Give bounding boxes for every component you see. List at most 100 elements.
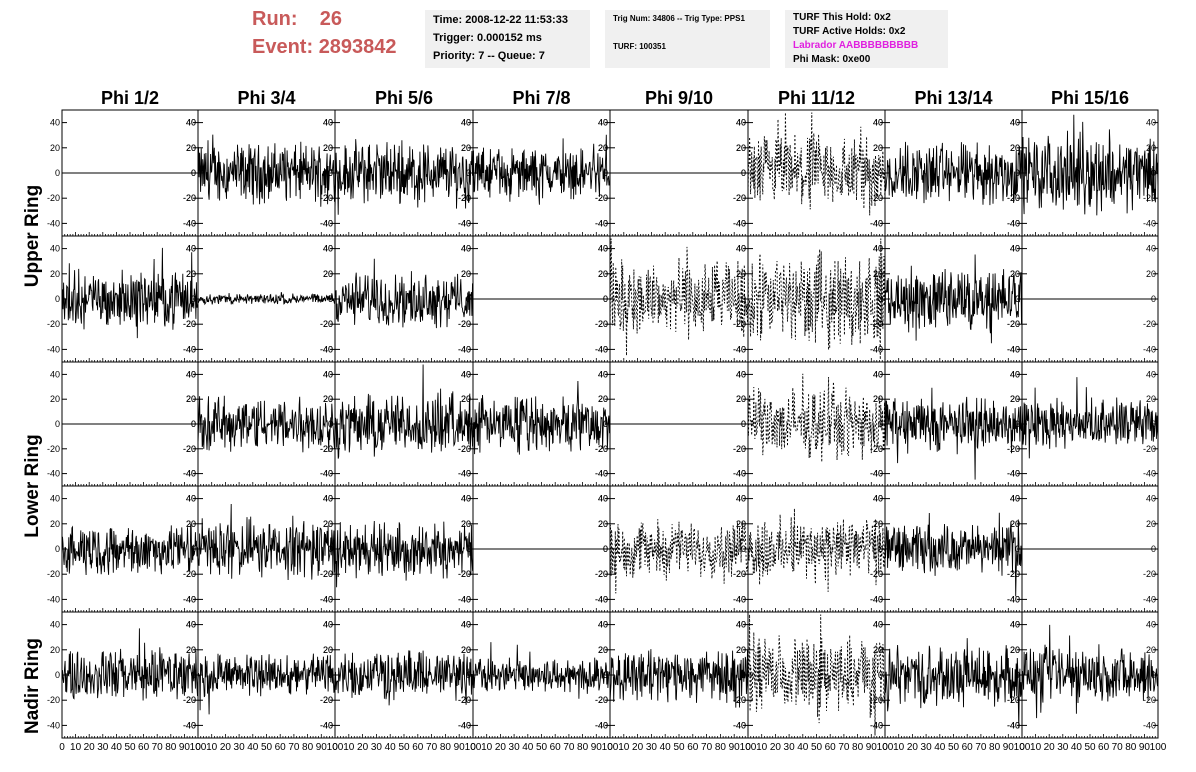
y-tick-label: -20 (870, 319, 883, 329)
y-tick-label: 20 (598, 645, 608, 655)
y-tick-label: -20 (320, 569, 333, 579)
y-tick-label: -40 (1007, 720, 1020, 730)
y-tick-label: 40 (1010, 369, 1020, 379)
y-tick-label: -20 (733, 193, 746, 203)
y-tick-label: -20 (1007, 193, 1020, 203)
x-tick-label: 10 (206, 742, 218, 753)
y-tick-label: 20 (1146, 143, 1156, 153)
x-tick-label: 100 (877, 742, 894, 753)
y-tick-label: -20 (733, 193, 746, 203)
waveform-trace (334, 364, 474, 459)
y-tick-label: -20 (183, 319, 196, 329)
y-tick-label: -40 (1007, 469, 1020, 479)
y-tick-label: 20 (598, 269, 608, 279)
y-tick-label: -20 (1143, 444, 1156, 454)
y-tick-label: 0 (741, 670, 746, 680)
y-tick-label: 20 (461, 394, 471, 404)
x-tick-label: 60 (1098, 742, 1110, 753)
y-tick-label: -40 (595, 594, 608, 604)
y-tick-label: 40 (186, 620, 196, 630)
y-tick-label: -20 (458, 319, 471, 329)
x-tick-label: 10 (756, 742, 768, 753)
y-tick-label: 20 (461, 519, 471, 529)
y-tick-label: -40 (320, 594, 333, 604)
y-tick-label: -40 (47, 218, 60, 228)
y-tick-label: 40 (1146, 620, 1156, 630)
row-label: Lower Ring (22, 434, 43, 537)
y-tick-label: 40 (598, 369, 608, 379)
waveform-trace (61, 523, 199, 576)
waveform-trace (197, 653, 336, 715)
x-tick-label: 30 (921, 742, 933, 753)
y-tick-label: 0 (328, 168, 333, 178)
y-tick-label: 40 (1010, 494, 1020, 504)
y-tick-label: -20 (458, 695, 471, 705)
y-tick-label: -20 (870, 193, 883, 203)
x-tick-label: 90 (454, 742, 466, 753)
y-tick-label: 40 (323, 118, 333, 128)
y-tick-label: 40 (461, 118, 471, 128)
y-tick-label: 0 (466, 419, 471, 429)
y-tick-label: -20 (1007, 695, 1020, 705)
event-value: 2893842 (318, 36, 397, 58)
y-tick-label: 20 (873, 394, 883, 404)
x-tick-label: 30 (97, 742, 109, 753)
y-tick-label: 40 (1010, 620, 1020, 630)
y-tick-label: 40 (736, 620, 746, 630)
y-tick-label: -20 (47, 569, 60, 579)
waveform-trace (1021, 377, 1159, 459)
y-tick-label: 0 (55, 419, 60, 429)
y-tick-label: 40 (1146, 369, 1156, 379)
y-tick-label: 40 (186, 494, 196, 504)
y-tick-label: 40 (736, 369, 746, 379)
y-tick-label: 40 (186, 244, 196, 254)
y-tick-label: 0 (1015, 419, 1020, 429)
y-tick-label: 0 (191, 294, 196, 304)
y-tick-label: 0 (466, 168, 471, 178)
y-tick-label: -20 (870, 193, 883, 203)
x-tick-label: 20 (220, 742, 232, 753)
y-tick-label: -40 (595, 720, 608, 730)
x-tick-label: 20 (357, 742, 369, 753)
plot-frame (609, 485, 749, 613)
y-tick-label: 20 (186, 394, 196, 404)
y-tick-label: -40 (183, 344, 196, 354)
y-tick-label: -40 (1007, 720, 1020, 730)
x-tick-label: 80 (1125, 742, 1137, 753)
time-text: Time: 2008-12-22 11:53:33 (433, 14, 568, 26)
waveform-trace (472, 642, 611, 699)
x-tick-label: 10 (618, 742, 630, 753)
y-tick-label: -40 (1007, 344, 1020, 354)
x-tick-label: 60 (825, 742, 837, 753)
y-tick-label: -20 (733, 319, 746, 329)
y-tick-label: -20 (458, 444, 471, 454)
x-tick-label: 0 (470, 742, 476, 753)
y-tick-label: -20 (1143, 695, 1156, 705)
y-tick-label: 40 (873, 118, 883, 128)
y-tick-label: -40 (870, 594, 883, 604)
x-tick-label: 50 (673, 742, 685, 753)
x-tick-label: 60 (962, 742, 974, 753)
phi-mask-text: Phi Mask: 0xe00 (793, 54, 871, 65)
y-tick-label: 20 (598, 143, 608, 153)
y-tick-label: -40 (595, 344, 608, 354)
x-tick-label: 70 (152, 742, 164, 753)
y-tick-label: 20 (873, 645, 883, 655)
waveform-trace (334, 513, 474, 588)
x-tick-label: 30 (509, 742, 521, 753)
y-tick-label: -40 (733, 218, 746, 228)
y-tick-label: 40 (461, 620, 471, 630)
x-tick-label: 0 (1019, 742, 1025, 753)
x-tick-label: 100 (740, 742, 757, 753)
y-tick-label: 0 (878, 544, 883, 554)
y-tick-label: 20 (323, 269, 333, 279)
y-tick-label: -40 (1143, 344, 1156, 354)
trig-info-box: Trig Num: 34806 -- Trig Type: PPS1 TURF:… (605, 10, 770, 68)
y-tick-label: 40 (1146, 494, 1156, 504)
y-tick-label: 40 (736, 369, 746, 379)
y-tick-label: 0 (328, 544, 333, 554)
y-tick-label: -40 (320, 469, 333, 479)
column-title: Phi 13/14 (914, 88, 992, 108)
y-tick-label: 0 (191, 294, 196, 304)
y-tick-label: 40 (873, 244, 883, 254)
